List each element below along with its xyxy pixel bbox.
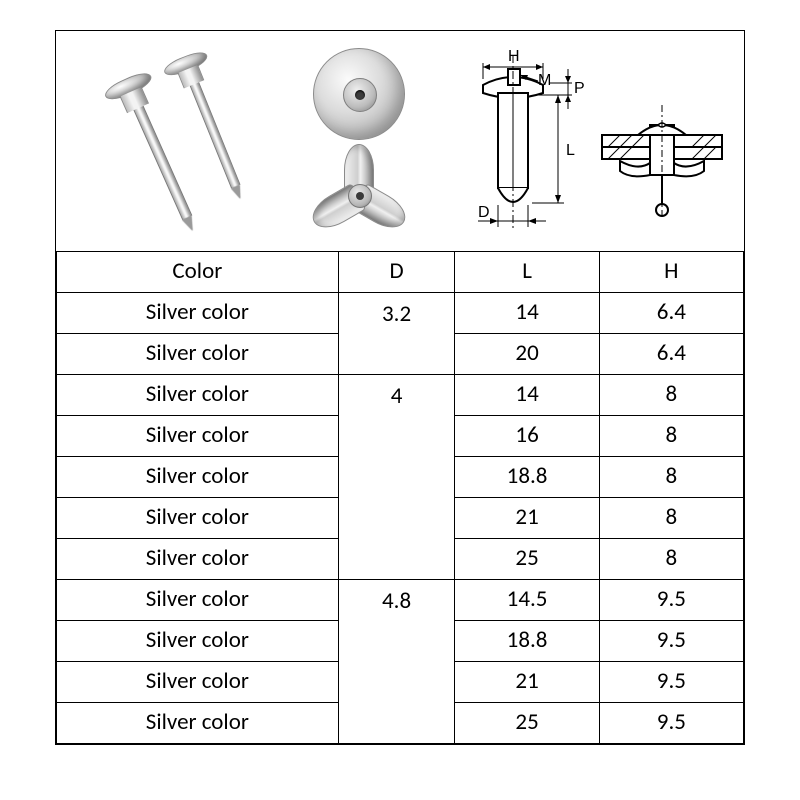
- dim-p-label: P: [574, 80, 585, 97]
- spec-table: Color D L H Silver color3.2146.4Silver c…: [56, 251, 744, 744]
- dim-m-label: M: [538, 72, 551, 89]
- cell-d: 4: [338, 375, 455, 580]
- cell-h: 8: [599, 498, 743, 539]
- cell-color: Silver color: [57, 293, 339, 334]
- product-photo: [60, 45, 280, 245]
- cell-l: 21: [455, 498, 599, 539]
- table-header-row: Color D L H: [57, 252, 744, 293]
- cell-l: 25: [455, 539, 599, 580]
- cell-color: Silver color: [57, 621, 339, 662]
- col-l: L: [455, 252, 599, 293]
- dim-l-label: L: [566, 142, 575, 159]
- rivet-top-icon: [313, 48, 405, 140]
- table-row: Silver color4.814.59.5: [57, 580, 744, 621]
- cell-color: Silver color: [57, 498, 339, 539]
- table-row: Silver color4148: [57, 375, 744, 416]
- cell-l: 14: [455, 293, 599, 334]
- installed-section-diagram: [592, 65, 732, 225]
- cell-l: 18.8: [455, 457, 599, 498]
- cell-color: Silver color: [57, 580, 339, 621]
- cell-h: 6.4: [599, 293, 743, 334]
- dimension-diagram: H M P: [438, 45, 588, 245]
- cell-l: 20: [455, 334, 599, 375]
- cell-h: 9.5: [599, 580, 743, 621]
- col-h: H: [599, 252, 743, 293]
- cell-h: 9.5: [599, 703, 743, 744]
- cell-l: 25: [455, 703, 599, 744]
- cell-color: Silver color: [57, 416, 339, 457]
- cell-color: Silver color: [57, 334, 339, 375]
- cell-h: 9.5: [599, 621, 743, 662]
- dim-h-label: H: [508, 48, 520, 65]
- cell-h: 8: [599, 539, 743, 580]
- col-d: D: [338, 252, 455, 293]
- rivet-expanded-icon: [312, 148, 407, 243]
- cell-d: 3.2: [338, 293, 455, 375]
- cell-color: Silver color: [57, 375, 339, 416]
- cell-color: Silver color: [57, 539, 339, 580]
- cell-l: 18.8: [455, 621, 599, 662]
- cell-color: Silver color: [57, 457, 339, 498]
- cell-l: 21: [455, 662, 599, 703]
- cell-h: 9.5: [599, 662, 743, 703]
- cell-color: Silver color: [57, 703, 339, 744]
- spec-sheet: H M P: [55, 30, 745, 745]
- cell-h: 8: [599, 375, 743, 416]
- cell-d: 4.8: [338, 580, 455, 744]
- cell-h: 8: [599, 416, 743, 457]
- figure-row: H M P: [56, 31, 744, 251]
- dim-d-label: D: [478, 204, 490, 221]
- cell-l: 14: [455, 375, 599, 416]
- col-color: Color: [57, 252, 339, 293]
- cell-color: Silver color: [57, 662, 339, 703]
- top-views: [284, 45, 434, 245]
- cell-h: 8: [599, 457, 743, 498]
- page: H M P: [0, 0, 800, 800]
- cell-l: 16: [455, 416, 599, 457]
- cell-l: 14.5: [455, 580, 599, 621]
- table-row: Silver color3.2146.4: [57, 293, 744, 334]
- cell-h: 6.4: [599, 334, 743, 375]
